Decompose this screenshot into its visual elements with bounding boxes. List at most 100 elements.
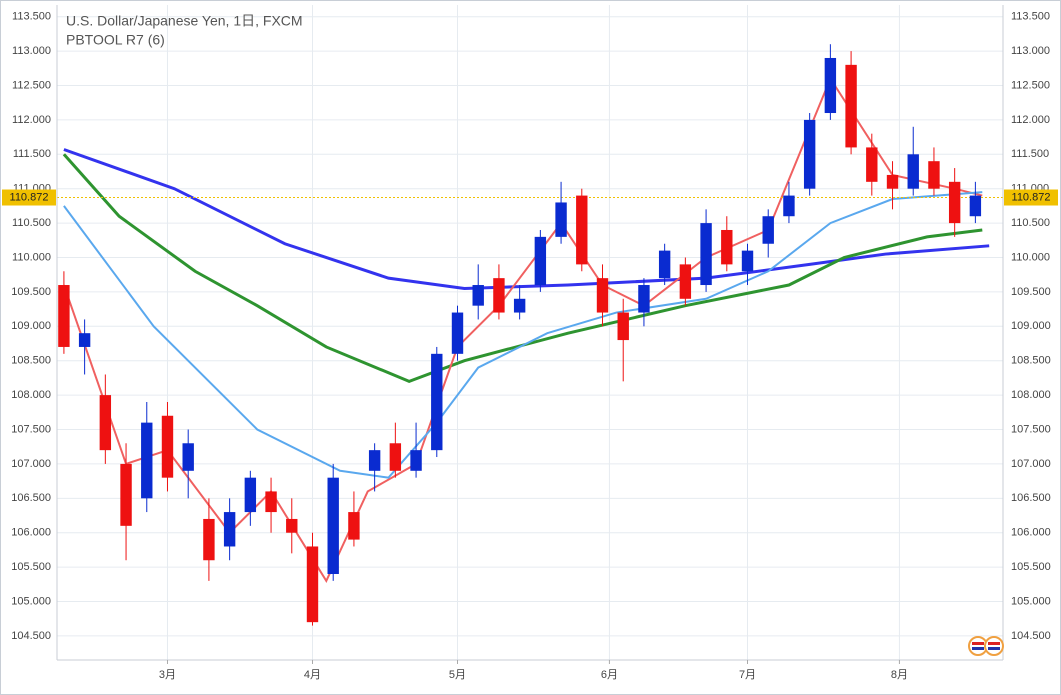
moving-average-line [62,153,983,383]
candle-body [327,477,339,574]
candle-body [472,285,484,306]
candle-body [348,512,360,540]
candle-body [306,546,319,623]
y-tick-label: 109.500 [1011,286,1051,298]
moving-average-line [63,191,983,479]
candle-body [617,312,629,341]
y-tick-label: 111.500 [1011,148,1049,160]
candle-body [969,195,982,217]
candle-body [368,450,381,471]
candle-body [78,333,91,347]
candle-body [203,518,215,561]
candle-body [141,422,153,499]
candle-body [431,353,443,451]
y-tick-label: 106.500 [11,492,51,504]
price-label: 110.872 [10,191,49,203]
y-tick-label: 105.500 [1011,561,1051,573]
y-tick-label: 108.500 [1011,355,1051,367]
candle-body [762,216,774,244]
candle-body [679,264,692,299]
candle-body [658,250,671,279]
candle-body [886,174,899,189]
price-label-box [1004,189,1058,206]
price-label-box [2,189,56,206]
candle-body [120,463,132,526]
flag-icon [968,636,1004,656]
candle-body [576,195,588,265]
candle-body [824,57,837,114]
y-tick-label: 109.000 [11,320,51,332]
candle-body [534,236,547,286]
x-tick-label: 8月 [891,669,908,681]
chart-subtitle: PBTOOL R7 (6) [66,32,165,48]
y-tick-label: 104.500 [1011,630,1051,642]
candle-body [866,147,878,182]
x-tick-label: 3月 [159,669,176,681]
candle-body [244,477,257,513]
x-tick-label: 7月 [739,669,756,681]
candle-body [286,518,298,533]
y-tick-label: 112.000 [12,114,51,126]
y-tick-label: 112.500 [1011,79,1050,91]
candle-body [223,512,236,547]
y-tick-label: 105.000 [1011,595,1051,607]
candle-body [948,181,961,224]
moving-average-line [63,148,990,290]
y-tick-label: 110.500 [1011,217,1050,229]
candle-body [182,443,194,471]
y-tick-label: 113.500 [12,11,51,23]
y-tick-label: 108.500 [11,355,51,367]
y-tick-label: 105.500 [11,561,51,573]
plot-area [57,5,1003,660]
candle-body [161,415,174,478]
candle-body [721,229,733,265]
y-tick-label: 108.000 [1011,389,1051,401]
y-tick-label: 106.000 [11,527,51,539]
candle-body [265,491,277,513]
y-tick-label: 109.500 [11,286,51,298]
y-tick-label: 104.500 [11,630,51,642]
y-tick-label: 110.000 [12,251,51,263]
price-label: 110.872 [1012,191,1051,203]
candle-body [638,285,650,313]
candle-body [928,161,940,189]
y-tick-label: 107.000 [11,458,51,470]
chart-title: U.S. Dollar/Japanese Yen, 1日, FXCM [66,13,303,29]
candle-body [803,119,816,189]
y-tick-label: 105.000 [11,595,51,607]
candle-body [99,395,112,451]
candle-body [741,250,754,272]
candle-body [58,285,70,347]
x-tick-label: 5月 [449,669,466,681]
y-tick-label: 112.500 [12,79,51,91]
candle-body [700,223,712,286]
y-tick-label: 106.500 [1011,492,1051,504]
y-tick-label: 110.000 [1011,251,1050,263]
candle-body [845,64,857,148]
candle-body [555,202,567,237]
candle-body [451,312,464,354]
y-tick-label: 108.000 [11,389,51,401]
y-tick-label: 112.000 [1011,114,1050,126]
candle-body [783,195,795,217]
candle-body [493,278,505,313]
y-tick-label: 113.500 [1011,11,1050,23]
y-tick-label: 107.000 [1011,458,1051,470]
x-tick-label: 4月 [304,669,321,681]
candle-body [513,298,526,313]
y-tick-label: 110.500 [12,217,51,229]
candle-body [389,443,402,471]
y-tick-label: 107.500 [1011,423,1051,435]
y-tick-label: 107.500 [11,423,51,435]
y-tick-label: 113.000 [1011,45,1050,57]
x-tick-label: 6月 [601,669,618,681]
y-tick-label: 113.000 [12,45,51,57]
candle-body [410,450,422,471]
candle-body [907,154,919,189]
y-tick-label: 111.500 [13,148,51,160]
candle-body [596,278,609,313]
y-tick-label: 106.000 [1011,527,1051,539]
y-tick-label: 109.000 [1011,320,1051,332]
